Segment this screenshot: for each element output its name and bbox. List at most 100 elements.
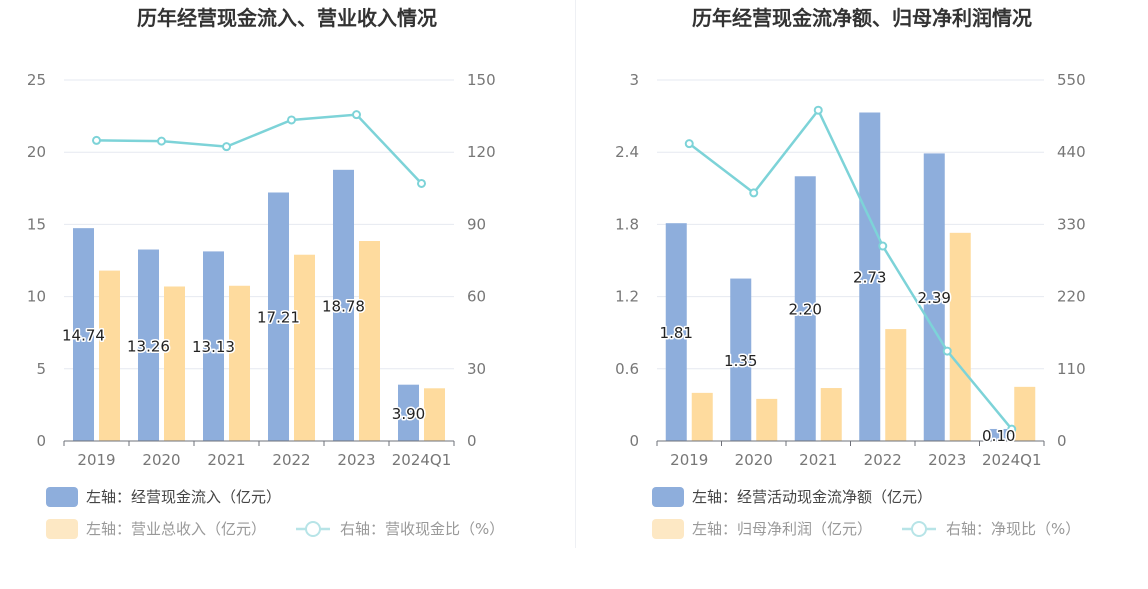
bar — [885, 329, 907, 441]
data-label: 2.39 — [918, 289, 951, 307]
right-axis-tick-label: 150 — [467, 71, 496, 89]
left-axis-tick-label: 15 — [27, 215, 46, 233]
data-label: 2.20 — [789, 301, 822, 319]
line-point — [287, 115, 296, 125]
bar — [99, 270, 120, 441]
line-point — [813, 105, 823, 115]
right-axis-tick-label: 90 — [467, 215, 486, 233]
legend-swatch — [652, 519, 684, 539]
left-axis-tick-label: 20 — [27, 143, 46, 161]
right-axis-tick-label: 30 — [467, 360, 486, 378]
x-axis-tick-label: 2019 — [670, 451, 708, 469]
legend-swatch — [46, 487, 78, 507]
bar — [1014, 386, 1036, 441]
bar — [294, 254, 315, 441]
right-axis-tick-label: 440 — [1057, 143, 1086, 161]
bar — [859, 112, 881, 442]
left-axis-tick-label: 0 — [629, 432, 639, 450]
right-axis-tick-label: 60 — [467, 288, 486, 306]
x-axis-tick-label: 2023 — [337, 451, 375, 469]
bar — [730, 278, 752, 441]
data-label: 2.73 — [853, 269, 886, 287]
data-label: 13.26 — [127, 337, 170, 355]
line-point — [417, 178, 426, 188]
right-axis-tick-label: 550 — [1057, 71, 1086, 89]
line-point — [1007, 424, 1017, 434]
legend-label: 左轴：经营活动现金流净额（亿元） — [692, 488, 932, 506]
legend-label: 左轴：经营现金流入（亿元） — [86, 488, 281, 506]
line-point — [157, 136, 166, 146]
bar — [268, 192, 289, 441]
right-axis-tick-label: 0 — [1057, 432, 1067, 450]
data-label: 13.13 — [192, 338, 235, 356]
left-axis-tick-label: 25 — [27, 71, 46, 89]
legend-swatch-marker — [305, 521, 321, 537]
bar — [333, 169, 354, 441]
data-label: 1.81 — [660, 324, 693, 342]
bar — [359, 241, 380, 441]
legend-label: 左轴：归母净利润（亿元） — [692, 520, 872, 538]
chart-panel-cashflow-inflow: 历年经营现金流入、营业收入情况 0 5 10 15 20 25 0 30 60 90 120 150 2… — [27, 6, 504, 539]
bar — [398, 384, 419, 441]
line-point — [878, 241, 888, 251]
x-axis-tick-label: 2022 — [272, 451, 310, 469]
x-axis-tick-label: 2019 — [77, 451, 115, 469]
bar — [820, 388, 842, 441]
x-axis-tick-label: 2024Q1 — [392, 451, 452, 469]
right-axis-tick-label: 120 — [467, 143, 496, 161]
x-axis-tick-label: 2021 — [207, 451, 245, 469]
x-axis-tick-label: 2021 — [799, 451, 837, 469]
bar — [164, 286, 185, 441]
legend-swatch — [652, 487, 684, 507]
bar — [691, 392, 713, 441]
chart-title: 历年经营现金流净额、归母净利润情况 — [692, 6, 1032, 30]
bar — [203, 251, 224, 441]
panel-divider — [575, 0, 576, 548]
x-axis-tick-label: 2023 — [928, 451, 966, 469]
chart-svg: 0 0.6 1.2 1.8 2.4 3 0 110 220 330 440 550 2019 2020 20… — [615, 71, 1086, 539]
bar — [794, 176, 816, 441]
line-series — [688, 107, 1013, 430]
bar — [73, 228, 94, 441]
x-axis-tick-label: 2024Q1 — [982, 451, 1042, 469]
bar — [756, 398, 778, 441]
bar — [923, 153, 945, 442]
left-axis-tick-label: 1.8 — [615, 215, 639, 233]
x-axis-tick-label: 2020 — [142, 451, 180, 469]
legend-label: 右轴：净现比（%） — [946, 520, 1080, 538]
bar — [424, 388, 445, 441]
line-point — [749, 188, 759, 198]
line-series — [96, 113, 423, 185]
data-label: 1.35 — [724, 352, 757, 370]
data-label: 18.78 — [322, 297, 365, 315]
data-label: 0.10 — [982, 427, 1015, 445]
legend-label: 左轴：营业总收入（亿元） — [86, 520, 266, 538]
bar — [138, 249, 159, 441]
right-axis-tick-label: 330 — [1057, 215, 1086, 233]
left-axis-tick-label: 10 — [27, 288, 46, 306]
bar — [229, 285, 250, 441]
right-axis-tick-label: 110 — [1057, 360, 1086, 378]
line-point — [684, 139, 694, 149]
right-axis-tick-label: 0 — [467, 432, 477, 450]
line-point — [222, 142, 231, 152]
x-axis-tick-label: 2022 — [864, 451, 902, 469]
data-label: 14.74 — [62, 327, 105, 345]
x-axis-tick-label: 2020 — [735, 451, 773, 469]
line-point — [942, 346, 952, 356]
left-axis-tick-label: 0 — [36, 432, 46, 450]
bar — [949, 232, 971, 441]
left-axis-tick-label: 5 — [36, 360, 46, 378]
bar — [988, 428, 1010, 441]
bar — [665, 223, 687, 441]
data-label: 17.21 — [257, 309, 300, 327]
line-point — [92, 135, 101, 145]
legend-swatch-marker — [911, 521, 927, 537]
chart-svg: 0 5 10 15 20 25 0 30 60 90 120 150 2019 2020 2021 2022 2… — [27, 71, 504, 539]
chart-title: 历年经营现金流入、营业收入情况 — [137, 6, 437, 30]
right-axis-tick-label: 220 — [1057, 288, 1086, 306]
left-axis-tick-label: 1.2 — [615, 288, 639, 306]
line-point — [352, 110, 361, 120]
left-axis-tick-label: 2.4 — [615, 143, 639, 161]
data-label: 3.90 — [392, 405, 425, 423]
